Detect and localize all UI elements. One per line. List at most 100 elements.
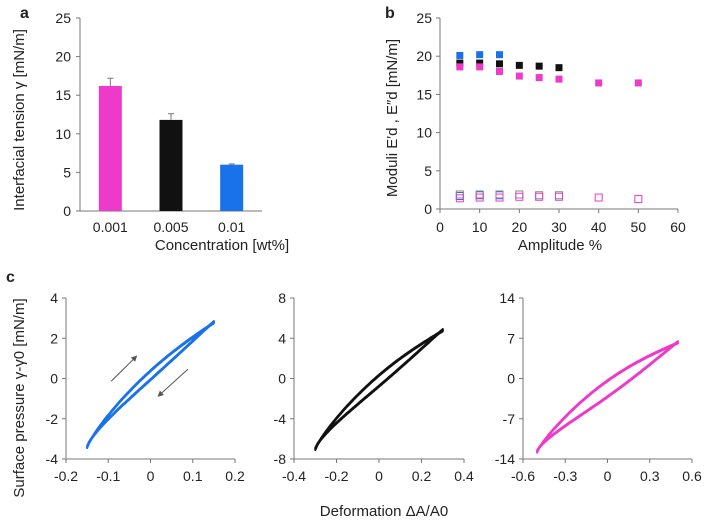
chart-b-xtick-label: 10: [472, 219, 488, 235]
chart-c3-xtick-label: 0.6: [682, 468, 702, 484]
chart-b-ytick-label: 5: [424, 163, 432, 179]
data-point: [515, 72, 523, 80]
data-point: [456, 59, 464, 67]
chart-a-ytick-label: 0: [63, 203, 71, 219]
data-point: [496, 51, 503, 59]
chart-c1-xtick-label: -0.2: [54, 468, 78, 484]
data-point: [476, 51, 484, 59]
chart-c1-ytick-label: -4: [46, 451, 59, 467]
chart-b-xtick-label: 60: [670, 219, 686, 235]
chart-b-ytick-label: 25: [416, 10, 432, 26]
data-point: [475, 193, 484, 202]
chart-b-ytick-label: 0: [424, 201, 432, 217]
chart-b-ytick-label: 20: [416, 48, 432, 64]
bar: [98, 85, 122, 211]
data-point: [535, 62, 543, 70]
chart-a: 0 5 10 15 20 25 0.001 0.005 0.01 Concentration […: [11, 10, 289, 254]
chart-c1-xtick-label: 0: [147, 468, 155, 484]
chart-c2-ytick-label: -8: [274, 451, 287, 467]
chart-c2-loop-trace: [314, 329, 444, 450]
data-point: [455, 194, 464, 203]
chart-c2-xtick-label: -0.4: [282, 468, 306, 484]
data-point: [634, 195, 643, 204]
chart-c1-loop-trace: [86, 321, 215, 448]
chart-c3-xtick-label: 0: [604, 468, 612, 484]
chart-c-xlabel: Deformation ΔA/A0: [320, 503, 448, 520]
arrow-down: [157, 368, 189, 397]
chart-c2-xtick-label: 0: [375, 468, 383, 484]
chart-b-xtick-label: 30: [551, 219, 567, 235]
chart-c2-ytick-label: 4: [278, 330, 286, 346]
chart-c3-xtick-label: -0.6: [511, 468, 535, 484]
chart-a-ytick-label: 15: [55, 87, 71, 103]
chart-b-ytick-label: 10: [416, 125, 432, 141]
data-point: [515, 190, 524, 199]
chart-b-xlabel: Amplitude %: [518, 237, 602, 254]
chart-c3-ytick-label: 7: [507, 330, 515, 346]
arrow-up: [110, 355, 138, 382]
data-point: [535, 74, 543, 82]
chart-c1-ytick-label: -2: [46, 411, 59, 427]
data-point: [634, 79, 642, 87]
chart-a-ytick-label: 20: [55, 49, 71, 65]
data-point: [476, 63, 484, 71]
chart-c2-loop-trace: [314, 328, 444, 452]
chart-a-xtick-label: 0.001: [93, 219, 128, 235]
chart-c3-ytick-label: 0: [507, 371, 515, 387]
chart-a-ytick-label: 25: [55, 10, 71, 26]
chart-c1-xtick-label: 0.2: [225, 468, 245, 484]
data-point: [555, 192, 563, 201]
chart-b-ylabel: Moduli E′d , E″d [mN/m]: [384, 39, 401, 197]
chart-c3-loop-trace: [536, 340, 679, 454]
chart-a-ylabel: Interfacial tension γ [mN/m]: [11, 29, 28, 211]
data-point: [476, 59, 484, 67]
chart-a-ytick-label: 10: [55, 126, 71, 142]
data-point: [535, 192, 544, 201]
chart-b-xtick-label: 0: [436, 219, 444, 235]
chart-c2-ytick-label: 0: [278, 371, 286, 387]
bar: [220, 164, 244, 211]
panel-label-b: b: [385, 5, 395, 22]
chart-c1: -4 -2 0 2 4 -0.2 -0.1 0 0.1 0.2: [46, 290, 245, 484]
chart-c1-ytick-label: 0: [50, 371, 58, 387]
chart-c3-ytick-label: 14: [499, 290, 515, 306]
chart-a-xlabel: Concentration [wt%]: [155, 237, 289, 254]
chart-c1-ytick-label: 4: [50, 290, 58, 306]
chart-a-ytick-label: 5: [63, 164, 71, 180]
chart-c2: -8 -4 0 4 8 -0.4 -0.2 0 0.2 0.4: [274, 290, 474, 484]
chart-c1-loop-trace: [86, 320, 215, 450]
chart-c1-xtick-label: -0.1: [96, 468, 120, 484]
chart-b-xtick-label: 50: [631, 219, 647, 235]
chart-b-ytick-label: 15: [416, 86, 432, 102]
chart-c3-xtick-label: 0.3: [640, 468, 660, 484]
chart-c3-xtick-label: -0.3: [553, 468, 577, 484]
data-point: [555, 64, 563, 72]
data-point: [555, 75, 563, 83]
data-point: [495, 193, 504, 202]
chart-c2-xtick-label: 0.2: [412, 468, 432, 484]
chart-b-xtick-label: 40: [591, 219, 607, 235]
chart-c3-ytick-label: -14: [495, 451, 515, 467]
chart-c2-ytick-label: -4: [274, 411, 287, 427]
chart-c1-ytick-label: 2: [50, 330, 58, 346]
data-point: [595, 79, 603, 87]
panel-label-c: c: [6, 269, 15, 286]
data-point: [456, 51, 464, 59]
data-point: [515, 61, 523, 69]
chart-a-xtick-label: 0.01: [218, 219, 245, 235]
chart-c-ylabel: Surface pressure γ-γ0 [mN/m]: [11, 298, 28, 497]
chart-c2-xtick-label: 0.4: [454, 468, 474, 484]
data-point: [594, 193, 603, 202]
data-point: [496, 60, 503, 68]
chart-b-xtick-label: 20: [512, 219, 528, 235]
chart-c3-ytick-label: -7: [503, 411, 516, 427]
chart-a-xtick-label: 0.005: [153, 219, 188, 235]
chart-b: 0 5 10 15 20 25 0 10 20 30 40 50 60 Amplitude % Modu…: [384, 10, 686, 254]
chart-c2-xtick-label: -0.2: [324, 468, 348, 484]
data-point: [456, 63, 464, 71]
data-point: [496, 67, 503, 75]
panel-label-a: a: [20, 5, 29, 22]
data-point: [515, 192, 524, 201]
bar: [159, 119, 183, 211]
